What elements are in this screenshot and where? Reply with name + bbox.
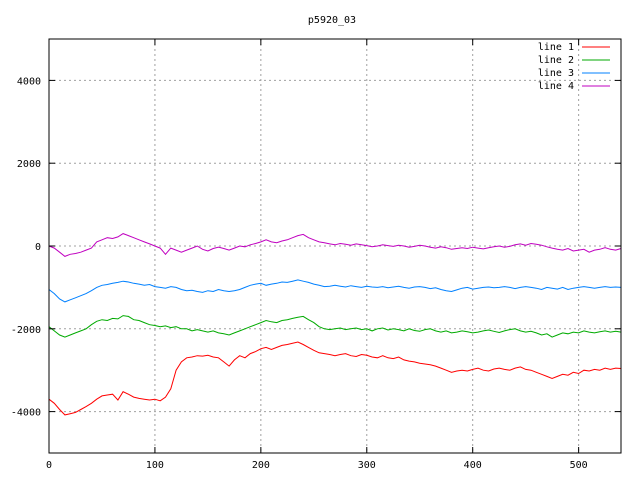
- x-tick-label: 300: [358, 460, 376, 471]
- axis-ticks: 0 100 200 300 400 500 -4000 -2000 0 2000 4000: [11, 39, 621, 471]
- series-lines: [48, 233, 622, 416]
- series-line-3: [48, 279, 622, 303]
- series-line-4: [48, 233, 622, 257]
- chart-title: p5920_03: [308, 15, 356, 26]
- y-tick-label: -4000: [11, 408, 41, 419]
- x-tick-label: 0: [46, 460, 52, 471]
- series-line-2: [48, 315, 622, 338]
- y-tick-label: 4000: [17, 76, 41, 87]
- legend: line 1 line 2 line 3 line 4: [538, 42, 610, 92]
- x-tick-label: 200: [252, 460, 270, 471]
- series-line-1: [48, 341, 622, 416]
- x-tick-label: 500: [570, 460, 588, 471]
- y-tick-label: -2000: [11, 325, 41, 336]
- x-tick-label: 100: [146, 460, 164, 471]
- grid: [49, 39, 621, 453]
- x-tick-label: 400: [464, 460, 482, 471]
- legend-label-3: line 3: [538, 68, 574, 79]
- legend-label-2: line 2: [538, 55, 574, 66]
- legend-label-1: line 1: [538, 42, 574, 53]
- y-tick-label: 2000: [17, 159, 41, 170]
- legend-label-4: line 4: [538, 81, 574, 92]
- y-tick-label: 0: [35, 242, 41, 253]
